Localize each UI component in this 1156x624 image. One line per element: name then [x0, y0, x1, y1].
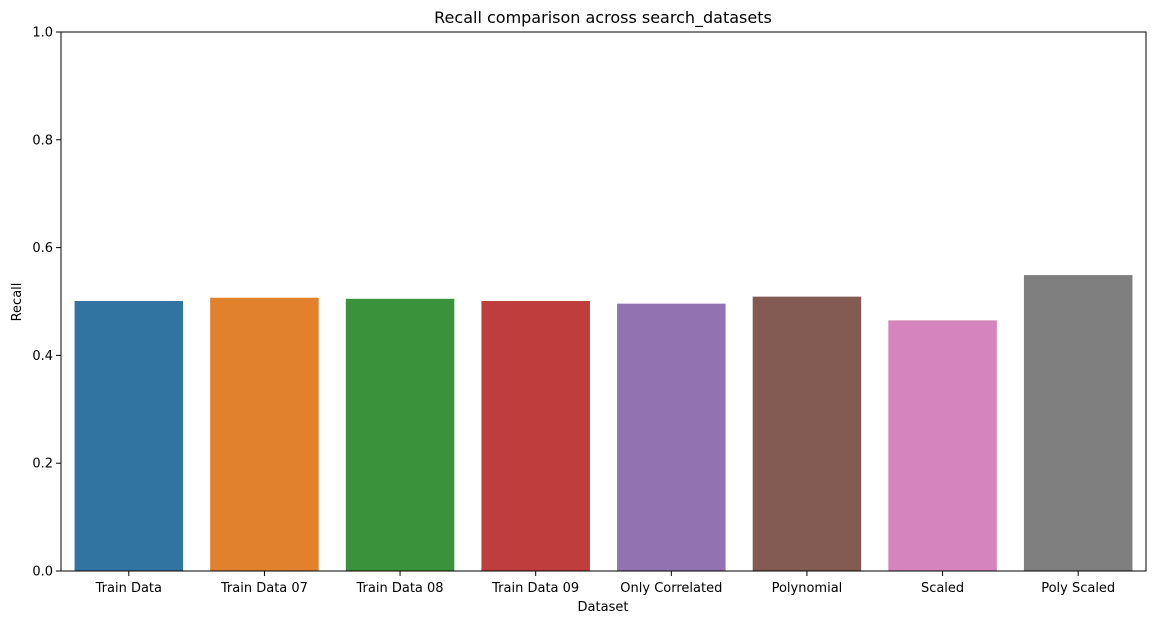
x-axis-label: Dataset — [578, 600, 629, 615]
x-tick-label: Only Correlated — [620, 581, 722, 596]
x-tick-label: Train Data 09 — [491, 581, 579, 596]
x-tick-label: Scaled — [921, 581, 964, 596]
plot-frame — [60, 31, 1147, 572]
bar-only-correlated — [617, 303, 726, 571]
y-axis-label: Recall — [10, 283, 25, 322]
x-axis-ticks: Train Data Train Data 07 Train Data 08 Trai… — [95, 571, 1115, 596]
bar-poly-scaled — [1023, 275, 1133, 571]
y-tick-label: 0.8 — [32, 133, 53, 148]
y-tick-label: 0.2 — [32, 457, 53, 472]
x-tick-label: Polynomial — [772, 581, 843, 596]
y-axis-ticks: 0.0 0.2 0.4 0.6 0.8 1.0 — [32, 26, 61, 580]
bar-train-data — [74, 300, 184, 571]
bar-train-data-09 — [481, 300, 590, 571]
y-tick-label: 1.0 — [32, 26, 53, 41]
chart-title: Recall comparison across search_datasets — [434, 8, 772, 28]
bar-train-data-08 — [345, 298, 455, 571]
bar-train-data-07 — [210, 297, 319, 571]
x-tick-label: Train Data 07 — [220, 581, 308, 596]
bar-polynomial — [752, 296, 862, 571]
x-tick-label: Train Data — [95, 581, 162, 596]
bars-group — [74, 275, 1133, 571]
y-tick-label: 0.0 — [32, 565, 53, 580]
bar-scaled — [888, 320, 997, 571]
x-tick-label: Poly Scaled — [1041, 581, 1115, 596]
y-tick-label: 0.6 — [32, 241, 53, 256]
y-tick-label: 0.4 — [32, 349, 53, 364]
x-tick-label: Train Data 08 — [356, 581, 444, 596]
